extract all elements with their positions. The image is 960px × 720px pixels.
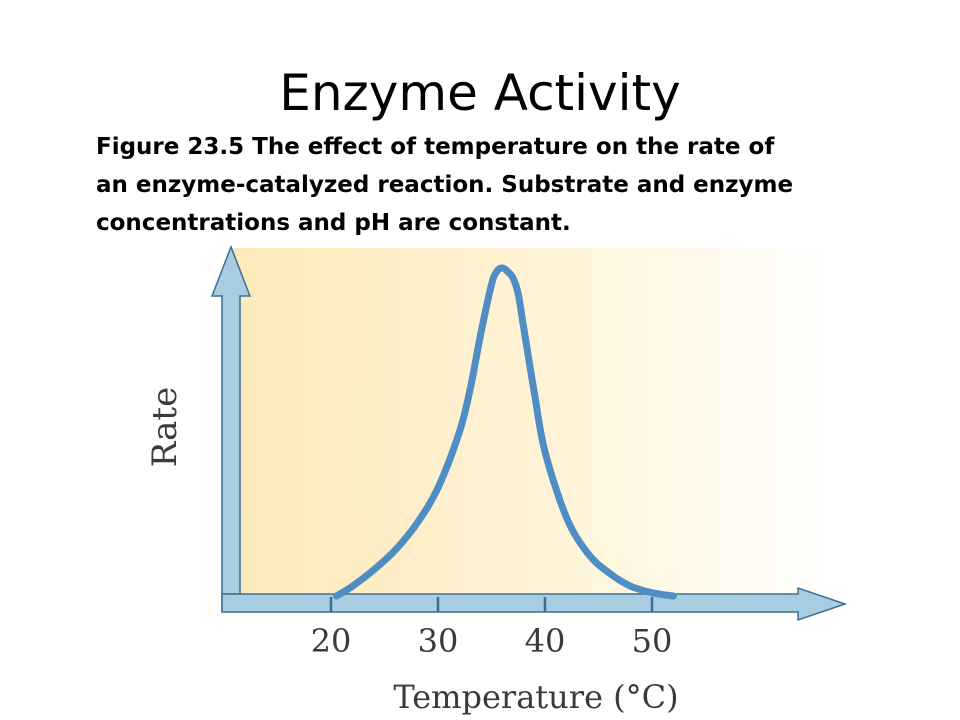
x-axis bbox=[221, 586, 848, 622]
y-axis-label: Rate bbox=[145, 387, 185, 467]
x-axis-label: Temperature (°C) bbox=[393, 678, 678, 716]
x-tick-label-20: 20 bbox=[311, 622, 352, 660]
caption-line-2: an enzyme-catalyzed reaction. Substrate … bbox=[96, 172, 794, 198]
x-tick-labels: 20 30 40 50 bbox=[311, 622, 673, 660]
x-ticks bbox=[329, 597, 654, 612]
caption-line-3: concentrations and pH are constant. bbox=[96, 210, 571, 236]
x-tick-label-50: 50 bbox=[632, 622, 673, 660]
slide-title: Enzyme Activity bbox=[279, 64, 681, 122]
figure-caption: Figure 23.5 The effect of temperature on… bbox=[96, 128, 916, 242]
plot-background bbox=[232, 248, 832, 602]
x-tick-label-40: 40 bbox=[525, 622, 566, 660]
rate-curve bbox=[332, 264, 677, 600]
x-tick-label-30: 30 bbox=[418, 622, 459, 660]
caption-line-1: Figure 23.5 The effect of temperature on… bbox=[96, 134, 775, 160]
axes bbox=[210, 244, 848, 622]
